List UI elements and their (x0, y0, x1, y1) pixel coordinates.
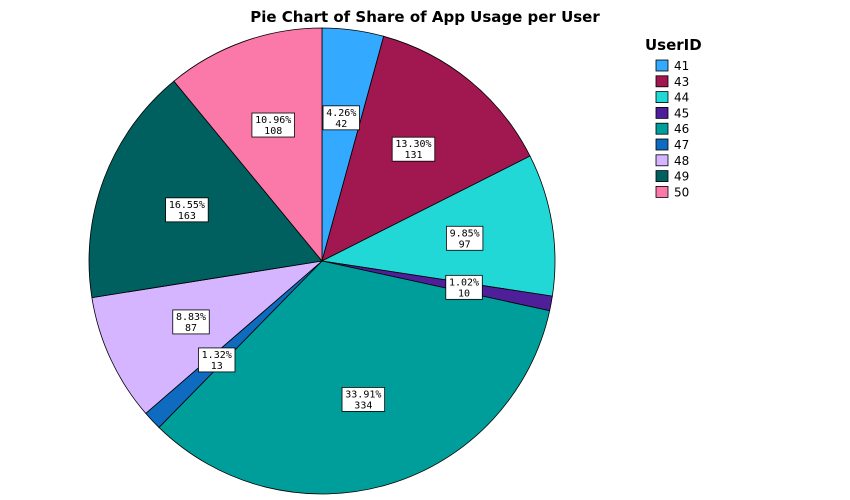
legend-swatch (655, 185, 669, 198)
pie-slice-50 (173, 27, 323, 263)
pie-slice-49 (88, 80, 323, 299)
legend-title: UserID (645, 36, 702, 54)
slice-value-label: 10 (458, 288, 470, 299)
legend-item-43: 43 (655, 75, 689, 89)
slice-label-44: 9.85%97 (446, 225, 484, 251)
slice-label-49: 16.55%163 (165, 197, 209, 223)
legend-label: 50 (674, 185, 689, 199)
pie-slice-44 (320, 155, 556, 297)
slice-value-label: 42 (335, 119, 347, 130)
legend-item-47: 47 (655, 138, 689, 152)
legend-label: 41 (674, 59, 689, 73)
slice-label-box (251, 112, 295, 138)
slice-percent-label: 9.85% (450, 228, 480, 239)
legend-label: 48 (674, 154, 689, 168)
slice-value-label: 13 (211, 361, 223, 372)
slice-percent-label: 4.26% (326, 108, 356, 119)
legend-swatch (655, 91, 669, 103)
pie-slice-48 (91, 260, 324, 414)
slice-value-label: 131 (404, 150, 422, 161)
slice-label-box (165, 197, 209, 223)
legend-label: 46 (674, 122, 689, 136)
slice-percent-label: 8.83% (176, 312, 206, 323)
slice-value-label: 334 (354, 400, 372, 411)
slice-label-box (445, 274, 483, 300)
slice-value-label: 97 (459, 239, 471, 250)
slice-label-50: 10.96%108 (251, 112, 295, 138)
slice-label-box (391, 136, 436, 162)
chart-title: Pie Chart of Share of App Usage per User (250, 8, 600, 26)
legend-swatch (655, 154, 669, 167)
slice-label-41: 4.26%42 (322, 105, 360, 131)
legend-item-50: 50 (655, 185, 689, 199)
legend-swatch (655, 138, 669, 151)
slice-label-box (341, 387, 386, 412)
legend-item-45: 45 (655, 106, 689, 120)
slice-label-47: 1.32%13 (198, 347, 236, 373)
slice-percent-label: 16.55% (169, 200, 205, 211)
slice-labels: 4.26%42 13.30%131 9.85%97 1.02%10 33.91%334 1… (165, 105, 484, 412)
slice-label-48: 8.83%87 (172, 309, 210, 335)
legend-item-46: 46 (655, 122, 689, 136)
slice-percent-label: 10.96% (255, 115, 291, 126)
legend-label: 44 (674, 91, 689, 105)
slice-percent-label: 1.02% (449, 277, 479, 288)
pie-slice-46 (158, 260, 551, 495)
legend-item-44: 44 (655, 91, 689, 105)
slice-value-label: 87 (185, 323, 197, 334)
slice-label-box (172, 309, 210, 335)
slice-label-46: 33.91%334 (341, 387, 386, 412)
slice-label-43: 13.30%131 (391, 136, 436, 162)
slice-percent-label: 33.91% (345, 389, 381, 400)
slice-value-label: 163 (178, 211, 196, 222)
legend-item-49: 49 (655, 170, 689, 184)
slice-value-label: 108 (264, 126, 282, 137)
legend-label: 45 (674, 106, 689, 120)
slice-percent-label: 1.32% (202, 350, 232, 361)
slice-percent-label: 13.30% (395, 139, 431, 150)
legend-swatch (655, 170, 669, 183)
slice-label-box (322, 105, 360, 131)
pie-slices (88, 27, 556, 495)
slice-label-box (446, 225, 484, 251)
legend-label: 49 (674, 170, 689, 184)
legend-item-48: 48 (655, 154, 689, 168)
legend-swatch (655, 59, 669, 72)
legend-swatch (655, 75, 669, 88)
slice-label-45: 1.02%10 (445, 274, 483, 300)
slice-label-box (198, 347, 236, 373)
legend-label: 47 (674, 138, 689, 152)
legend-label: 43 (674, 75, 689, 89)
legend-item-41: 41 (655, 59, 689, 73)
legend-swatch (655, 107, 669, 119)
legend-swatch (655, 122, 669, 135)
